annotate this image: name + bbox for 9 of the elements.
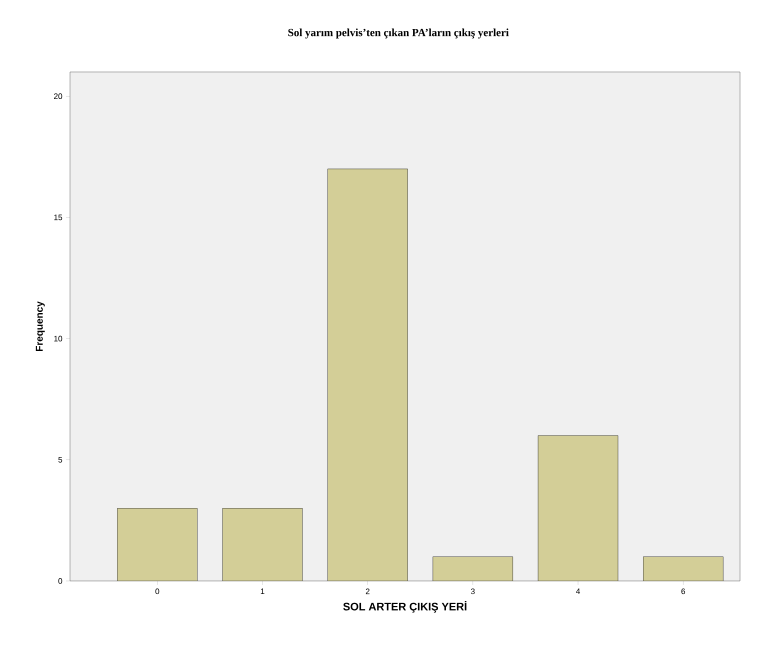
bar [328, 168, 408, 581]
chart-title: Sol yarım pelvis’ten çıkan PA’ların çıkış yerleri [288, 28, 509, 38]
bar [117, 508, 198, 581]
bar [432, 556, 514, 581]
x-axis-title: SOL ARTER ÇIKIŞ YERİ [343, 601, 466, 613]
bar [643, 556, 724, 581]
bar [222, 508, 303, 581]
y-axis-title: Frequency [36, 301, 45, 352]
bar [538, 435, 618, 581]
